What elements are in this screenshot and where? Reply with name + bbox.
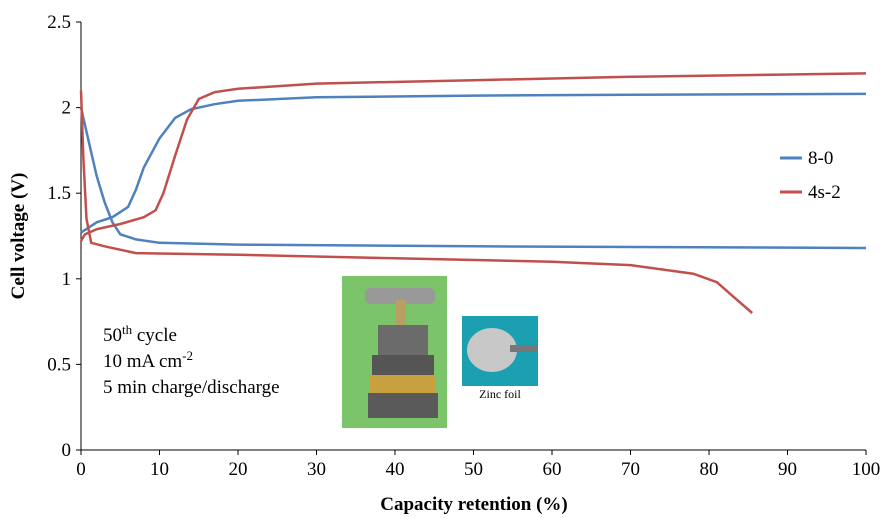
y-tick-label: 1 (62, 269, 72, 290)
y-tick-label: 0.5 (47, 354, 71, 375)
y-tick-label: 2 (62, 98, 72, 119)
x-tick-label: 40 (386, 459, 405, 480)
annotation: 10 mA cm-2 (103, 348, 193, 372)
x-tick-label: 50 (464, 459, 483, 480)
annotation-sup: -2 (182, 348, 193, 363)
y-tick-label: 1.5 (47, 183, 71, 204)
annotation-sup: th (122, 322, 133, 337)
y-tick-label: 2.5 (47, 12, 71, 33)
annotation-text: 10 mA cm (103, 351, 182, 372)
x-tick-label: 70 (621, 459, 640, 480)
annotation-text: 50 (103, 325, 122, 346)
x-tick-label: 30 (307, 459, 326, 480)
legend-label: 8-0 (808, 148, 833, 169)
x-tick-label: 100 (852, 459, 881, 480)
x-tick-label: 90 (778, 459, 797, 480)
x-tick-label: 0 (76, 459, 86, 480)
legend-label: 4s-2 (808, 182, 841, 203)
photo-cell (342, 276, 447, 428)
y-tick-label: 0 (62, 440, 72, 461)
x-tick-label: 10 (150, 459, 169, 480)
x-tick-label: 20 (229, 459, 248, 480)
annotation: 50th cycle (103, 322, 177, 346)
annotation-text: cycle (132, 325, 177, 346)
photo-label: Zinc foil (479, 387, 521, 401)
line-series (79, 72, 867, 242)
x-axis-title: Capacity retention (%) (380, 494, 568, 515)
line-series (80, 92, 867, 234)
line-series (79, 90, 754, 314)
x-tick-label: 60 (543, 459, 562, 480)
annotation: 5 min charge/discharge (103, 377, 280, 398)
line-series (79, 107, 867, 250)
y-axis-title: Cell voltage (V) (8, 173, 29, 300)
photo-zinc (462, 316, 538, 386)
x-tick-label: 80 (700, 459, 719, 480)
